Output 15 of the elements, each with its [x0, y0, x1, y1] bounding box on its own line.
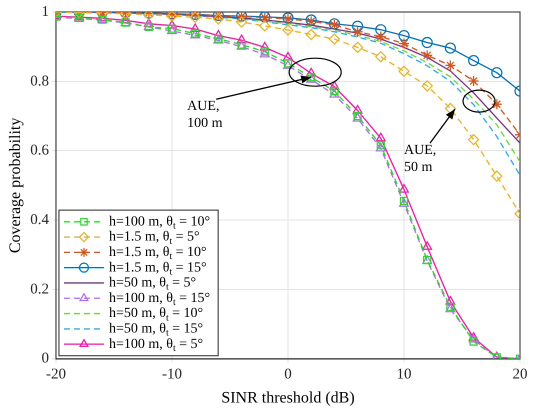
y-tick-label: 0.6	[30, 142, 50, 159]
y-tick-label: 0	[41, 350, 49, 367]
x-tick-label: 20	[512, 366, 528, 383]
x-tick-label: -20	[46, 366, 66, 383]
y-tick-label: 1	[41, 4, 49, 20]
y-tick-label: 0.8	[30, 73, 49, 90]
x-tick-label: -10	[162, 366, 182, 383]
y-tick-label: 0.4	[30, 212, 50, 228]
y-axis-title: Coverage probability	[6, 118, 24, 254]
x-tick-label: 0	[284, 366, 292, 383]
y-tick-label: 0.2	[30, 281, 49, 298]
annotation: AUE, 50 m	[404, 142, 436, 176]
x-tick-label: 10	[396, 366, 412, 383]
annotation: AUE, 100 m	[187, 98, 223, 132]
x-axis-title: SINR threshold (dB)	[221, 390, 355, 407]
